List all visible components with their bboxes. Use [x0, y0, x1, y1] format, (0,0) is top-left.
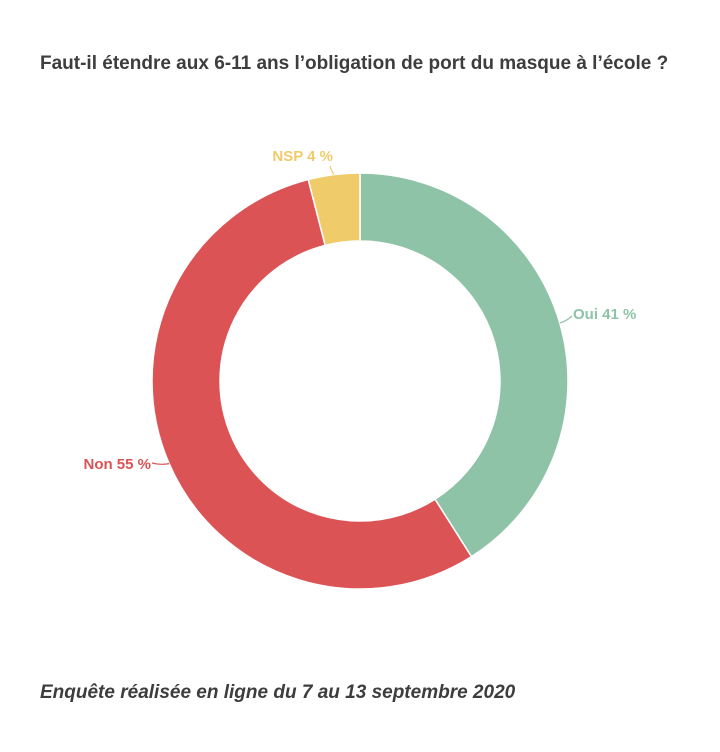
data-label-oui: Oui 41 %: [573, 306, 636, 323]
slices-group: [151, 172, 569, 590]
data-label-non: Non 55 %: [83, 456, 151, 473]
slice-nsp: [307, 172, 361, 247]
leader-line-oui: [559, 315, 573, 324]
data-label-nsp: NSP 4 %: [272, 148, 333, 165]
slice-oui: [359, 172, 569, 558]
chart-title: Faut-il étendre aux 6-11 ans l’obligatio…: [40, 53, 669, 74]
labels-group: Oui 41 % Non 55 % NSP 4 %: [83, 148, 636, 473]
survey-note: Enquête réalisée en ligne du 7 au 13 sep…: [40, 682, 516, 703]
leader-line-nsp: [329, 165, 335, 176]
slice-non: [151, 178, 473, 590]
leader-line-non: [151, 462, 170, 465]
